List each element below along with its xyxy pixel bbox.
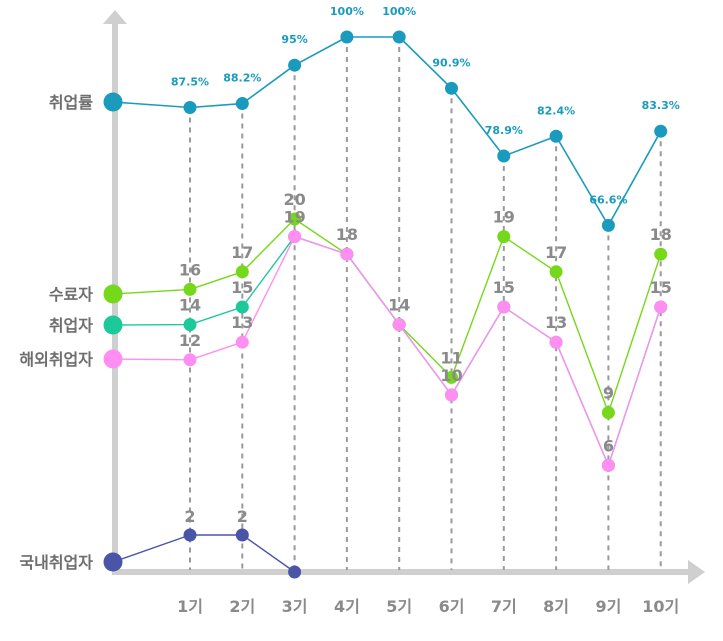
data-point-취업자 xyxy=(235,300,249,314)
x-axis-arrow xyxy=(688,560,705,584)
x-tick-label: 3기 xyxy=(282,597,308,616)
data-point-해외취업자 xyxy=(445,388,458,402)
data-point-해외취업자 xyxy=(235,335,249,349)
series-line-2 xyxy=(112,218,662,414)
legend-label-3: 취업자 xyxy=(49,316,93,335)
x-tick-labels: 1기 2기 3기 4기 5기 6기 7기 8기 9기 10기 xyxy=(177,597,679,616)
count-label: 14 xyxy=(179,296,201,315)
data-point-해외취업자 xyxy=(340,247,354,261)
count-label: 17 xyxy=(231,243,253,262)
count-label: 16 xyxy=(179,260,201,279)
rate-label: 78.9% xyxy=(485,124,523,137)
count-label: 19 xyxy=(493,208,515,227)
vertical-guides xyxy=(189,37,662,570)
count-label: 15 xyxy=(231,278,253,297)
x-tick-label: 10기 xyxy=(642,597,679,616)
count-label: 12 xyxy=(179,331,201,350)
data-point-수료자 xyxy=(235,265,249,279)
data-point-수료자 xyxy=(288,212,302,226)
series-line-1 xyxy=(112,36,662,227)
data-point-취업률 xyxy=(340,30,354,44)
rate-label: 100% xyxy=(382,5,416,18)
count-label: 9 xyxy=(603,384,614,403)
rate-label: 88.2% xyxy=(223,72,261,85)
data-point-해외취업자 xyxy=(497,300,511,314)
data-point-해외취업자 xyxy=(549,335,563,349)
legend-label-4: 해외취업자 xyxy=(19,350,93,369)
data-point-해외취업자 xyxy=(601,458,615,472)
data-point-수료자 xyxy=(654,247,668,261)
data-point-해외취업자 xyxy=(392,318,406,332)
data-labels: 87.5% 88.2% 95% 100% 100% 90.9% 78.9% 82.4% 66.6… xyxy=(171,5,680,526)
data-point-해외취업자 xyxy=(183,353,197,367)
data-point-취업률 xyxy=(235,97,249,111)
legend-label-5: 국내취업자 xyxy=(19,553,93,572)
rate-label: 100% xyxy=(330,5,364,18)
series-markers xyxy=(183,30,668,579)
data-point-취업률 xyxy=(392,30,406,44)
count-label: 20 xyxy=(283,190,305,209)
y-axis-arrow xyxy=(103,10,127,24)
rate-label: 82.4% xyxy=(537,104,575,117)
count-label: 15 xyxy=(493,278,515,297)
x-tick-label: 5기 xyxy=(386,597,412,616)
data-point-취업률 xyxy=(183,101,197,114)
x-tick-label: 8기 xyxy=(543,597,569,616)
data-point-수료자 xyxy=(183,282,197,296)
data-point-취업자 xyxy=(183,318,197,332)
count-label: 18 xyxy=(336,225,358,244)
data-point-취업률 xyxy=(497,149,511,163)
count-label: 18 xyxy=(650,225,672,244)
data-point-취업률 xyxy=(549,129,563,143)
data-point-취업률 xyxy=(601,218,615,232)
data-point-해외취업자 xyxy=(288,230,302,244)
legend-dot-2 xyxy=(103,284,123,304)
count-label: 17 xyxy=(545,243,567,262)
data-point-취업률 xyxy=(288,58,302,72)
rate-label: 66.6% xyxy=(589,193,627,206)
data-point-수료자 xyxy=(497,230,511,244)
rate-label: 83.3% xyxy=(642,99,680,112)
count-label: 6 xyxy=(603,436,614,455)
count-label: 13 xyxy=(231,313,253,332)
data-point-해외취업자 xyxy=(654,300,668,314)
rate-label: 90.9% xyxy=(432,56,470,69)
legend-label-1: 취업률 xyxy=(49,93,93,112)
x-tick-label: 4기 xyxy=(334,597,360,616)
series-line-5 xyxy=(112,534,296,573)
data-point-수료자 xyxy=(549,265,563,279)
data-point-국내취업자 xyxy=(183,528,197,542)
x-tick-label: 6기 xyxy=(439,597,465,616)
legend-dot-3 xyxy=(103,315,123,335)
count-label: 2 xyxy=(237,507,248,526)
legend-dot-5 xyxy=(103,552,123,572)
x-tick-label: 1기 xyxy=(177,597,203,616)
rate-label: 95% xyxy=(281,33,307,46)
count-label: 14 xyxy=(388,296,410,315)
data-point-국내취업자 xyxy=(288,565,302,579)
legend-dot-4 xyxy=(103,349,123,369)
data-point-취업률 xyxy=(654,124,668,138)
x-tick-label: 7기 xyxy=(491,597,517,616)
rate-label: 87.5% xyxy=(171,76,209,89)
count-label: 2 xyxy=(184,507,195,526)
data-point-국내취업자 xyxy=(235,528,249,542)
x-tick-label: 9기 xyxy=(595,597,621,616)
data-point-취업률 xyxy=(445,81,458,95)
legend-dot-1 xyxy=(103,92,123,112)
data-point-수료자 xyxy=(445,370,458,384)
count-label: 19 xyxy=(283,208,305,227)
count-label: 11 xyxy=(440,348,462,367)
legend-label-2: 수료자 xyxy=(49,285,93,304)
x-tick-label: 2기 xyxy=(229,597,255,616)
count-label: 13 xyxy=(545,313,567,332)
data-point-수료자 xyxy=(601,406,615,420)
count-label: 10 xyxy=(440,366,462,385)
count-label: 15 xyxy=(650,278,672,297)
